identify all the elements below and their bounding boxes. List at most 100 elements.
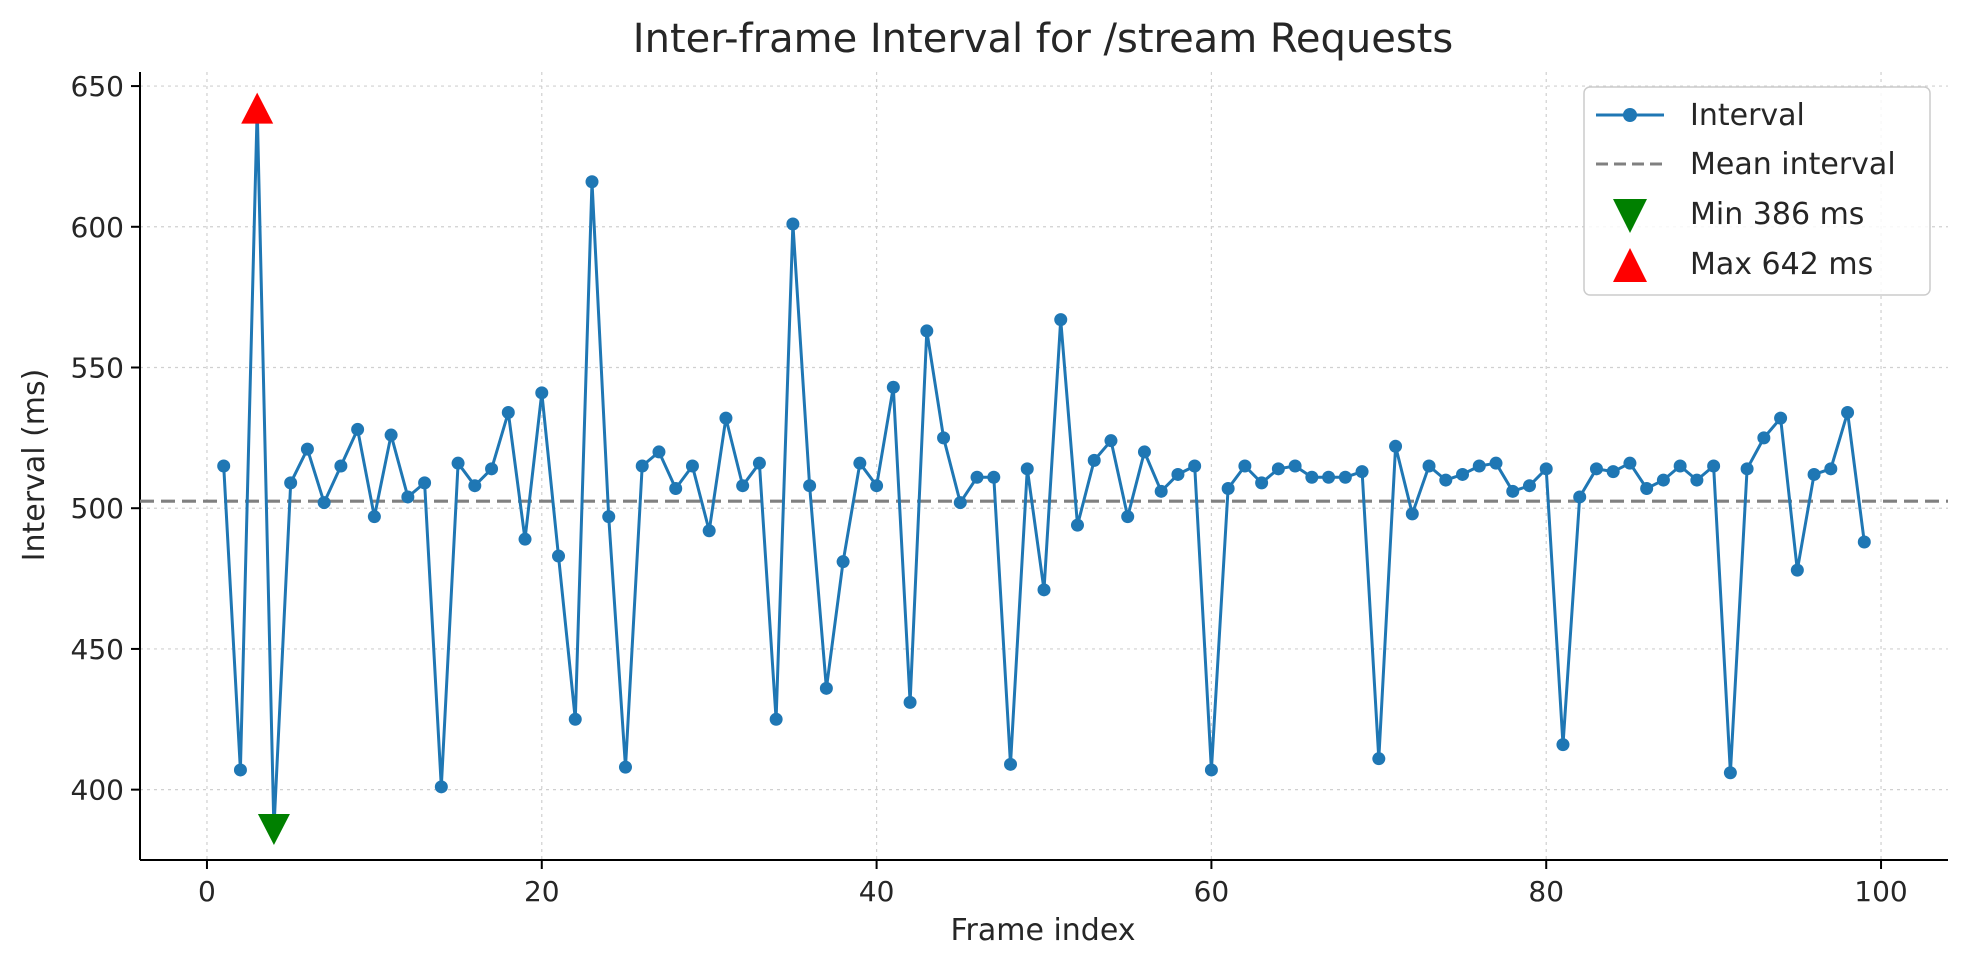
y-tick-label: 650 (71, 70, 124, 103)
interval-point (485, 462, 499, 476)
legend-max-marker (1613, 248, 1647, 282)
interval-point (1154, 484, 1168, 498)
interval-point (1271, 462, 1285, 476)
interval-point (1489, 456, 1503, 470)
interval-point (1723, 766, 1737, 780)
interval-point (284, 476, 298, 490)
legend-box (1583, 86, 1931, 296)
interval-point (1305, 470, 1319, 484)
max-marker-triangle (241, 92, 274, 124)
interval-point (1774, 411, 1788, 425)
interval-point (1506, 484, 1520, 498)
x-tick-label: 0 (198, 875, 216, 908)
legend-interval-marker (1623, 108, 1637, 122)
legend-max-label: Max 642 ms (1690, 247, 1873, 282)
x-tick-label: 100 (1854, 875, 1907, 908)
interval-point (1372, 752, 1386, 766)
interval-point (1355, 465, 1369, 479)
interval-point (1589, 462, 1603, 476)
interval-point (1623, 456, 1637, 470)
interval-point (669, 482, 683, 496)
interval-point (1841, 406, 1855, 420)
interval-point (1857, 535, 1871, 549)
interval-point (418, 476, 432, 490)
interval-point (1740, 462, 1754, 476)
interval-point (401, 490, 415, 504)
interval-point (384, 428, 398, 442)
x-tick-label: 20 (524, 875, 560, 908)
interval-point (1171, 467, 1185, 481)
interval-point (1790, 563, 1804, 577)
interval-point (652, 445, 666, 459)
interval-point (920, 324, 934, 338)
interval-point (1640, 482, 1654, 496)
min-marker-triangle (257, 814, 290, 846)
interval-point (317, 496, 331, 510)
interval-point (1556, 738, 1570, 752)
interval-point (1322, 470, 1336, 484)
interval-point (518, 532, 532, 546)
interval-point (351, 422, 365, 436)
x-tick-label: 80 (1528, 875, 1564, 908)
interval-point (1070, 518, 1084, 532)
interval-point (585, 175, 599, 189)
interval-point (300, 442, 314, 456)
interval-point (1020, 462, 1034, 476)
y-tick-label: 450 (71, 633, 124, 666)
y-tick-label: 500 (71, 492, 124, 525)
y-axis-label: Interval (ms) (17, 369, 52, 562)
interval-point (937, 431, 951, 445)
interval-point (1004, 757, 1018, 771)
interval-point (1707, 459, 1721, 473)
interval-point (233, 763, 247, 777)
interval-point (1539, 462, 1553, 476)
y-tick-label: 600 (71, 211, 124, 244)
x-tick-label: 60 (1194, 875, 1230, 908)
interval-point (752, 456, 766, 470)
interval-point (217, 459, 231, 473)
interval-point (1054, 313, 1068, 327)
interval-point (769, 712, 783, 726)
interval-point (1037, 583, 1051, 597)
interval-point (870, 479, 884, 493)
y-tick-label: 550 (71, 352, 124, 385)
interval-point (1389, 439, 1403, 453)
interval-point (1188, 459, 1202, 473)
interval-point (1573, 490, 1587, 504)
interval-point (1405, 507, 1419, 521)
interval-point (987, 470, 1001, 484)
series-layer (217, 102, 1871, 836)
interval-point (685, 459, 699, 473)
interval-point (1104, 434, 1118, 448)
interval-point (970, 470, 984, 484)
interval-point (1472, 459, 1486, 473)
interval-point (953, 496, 967, 510)
interval-point (1807, 467, 1821, 481)
interval-point (552, 549, 566, 563)
interval-point (1690, 473, 1704, 487)
interval-point (618, 760, 632, 774)
legend: Interval Mean interval Min 386 ms Max 64… (1583, 86, 1931, 296)
interval-point (1288, 459, 1302, 473)
interval-point (786, 217, 800, 231)
chart-title: Inter-frame Interval for /stream Request… (633, 16, 1453, 62)
interval-point (535, 386, 549, 400)
interval-point (1255, 476, 1269, 490)
interval-point (1673, 459, 1687, 473)
x-axis-label: Frame index (950, 913, 1135, 948)
extreme-markers (241, 92, 290, 846)
interval-point (1824, 462, 1838, 476)
interval-point (1338, 470, 1352, 484)
interval-point (903, 695, 917, 709)
interval-point (803, 479, 817, 493)
interval-point (1121, 510, 1135, 524)
interval-point (1137, 445, 1151, 459)
interval-point (1238, 459, 1252, 473)
interval-point (736, 479, 750, 493)
interval-point (434, 780, 448, 794)
interval-point (1204, 763, 1218, 777)
interval-point (1087, 453, 1101, 467)
legend-mean-label: Mean interval (1690, 147, 1896, 182)
interval-point (1606, 465, 1620, 479)
interval-point (334, 459, 348, 473)
